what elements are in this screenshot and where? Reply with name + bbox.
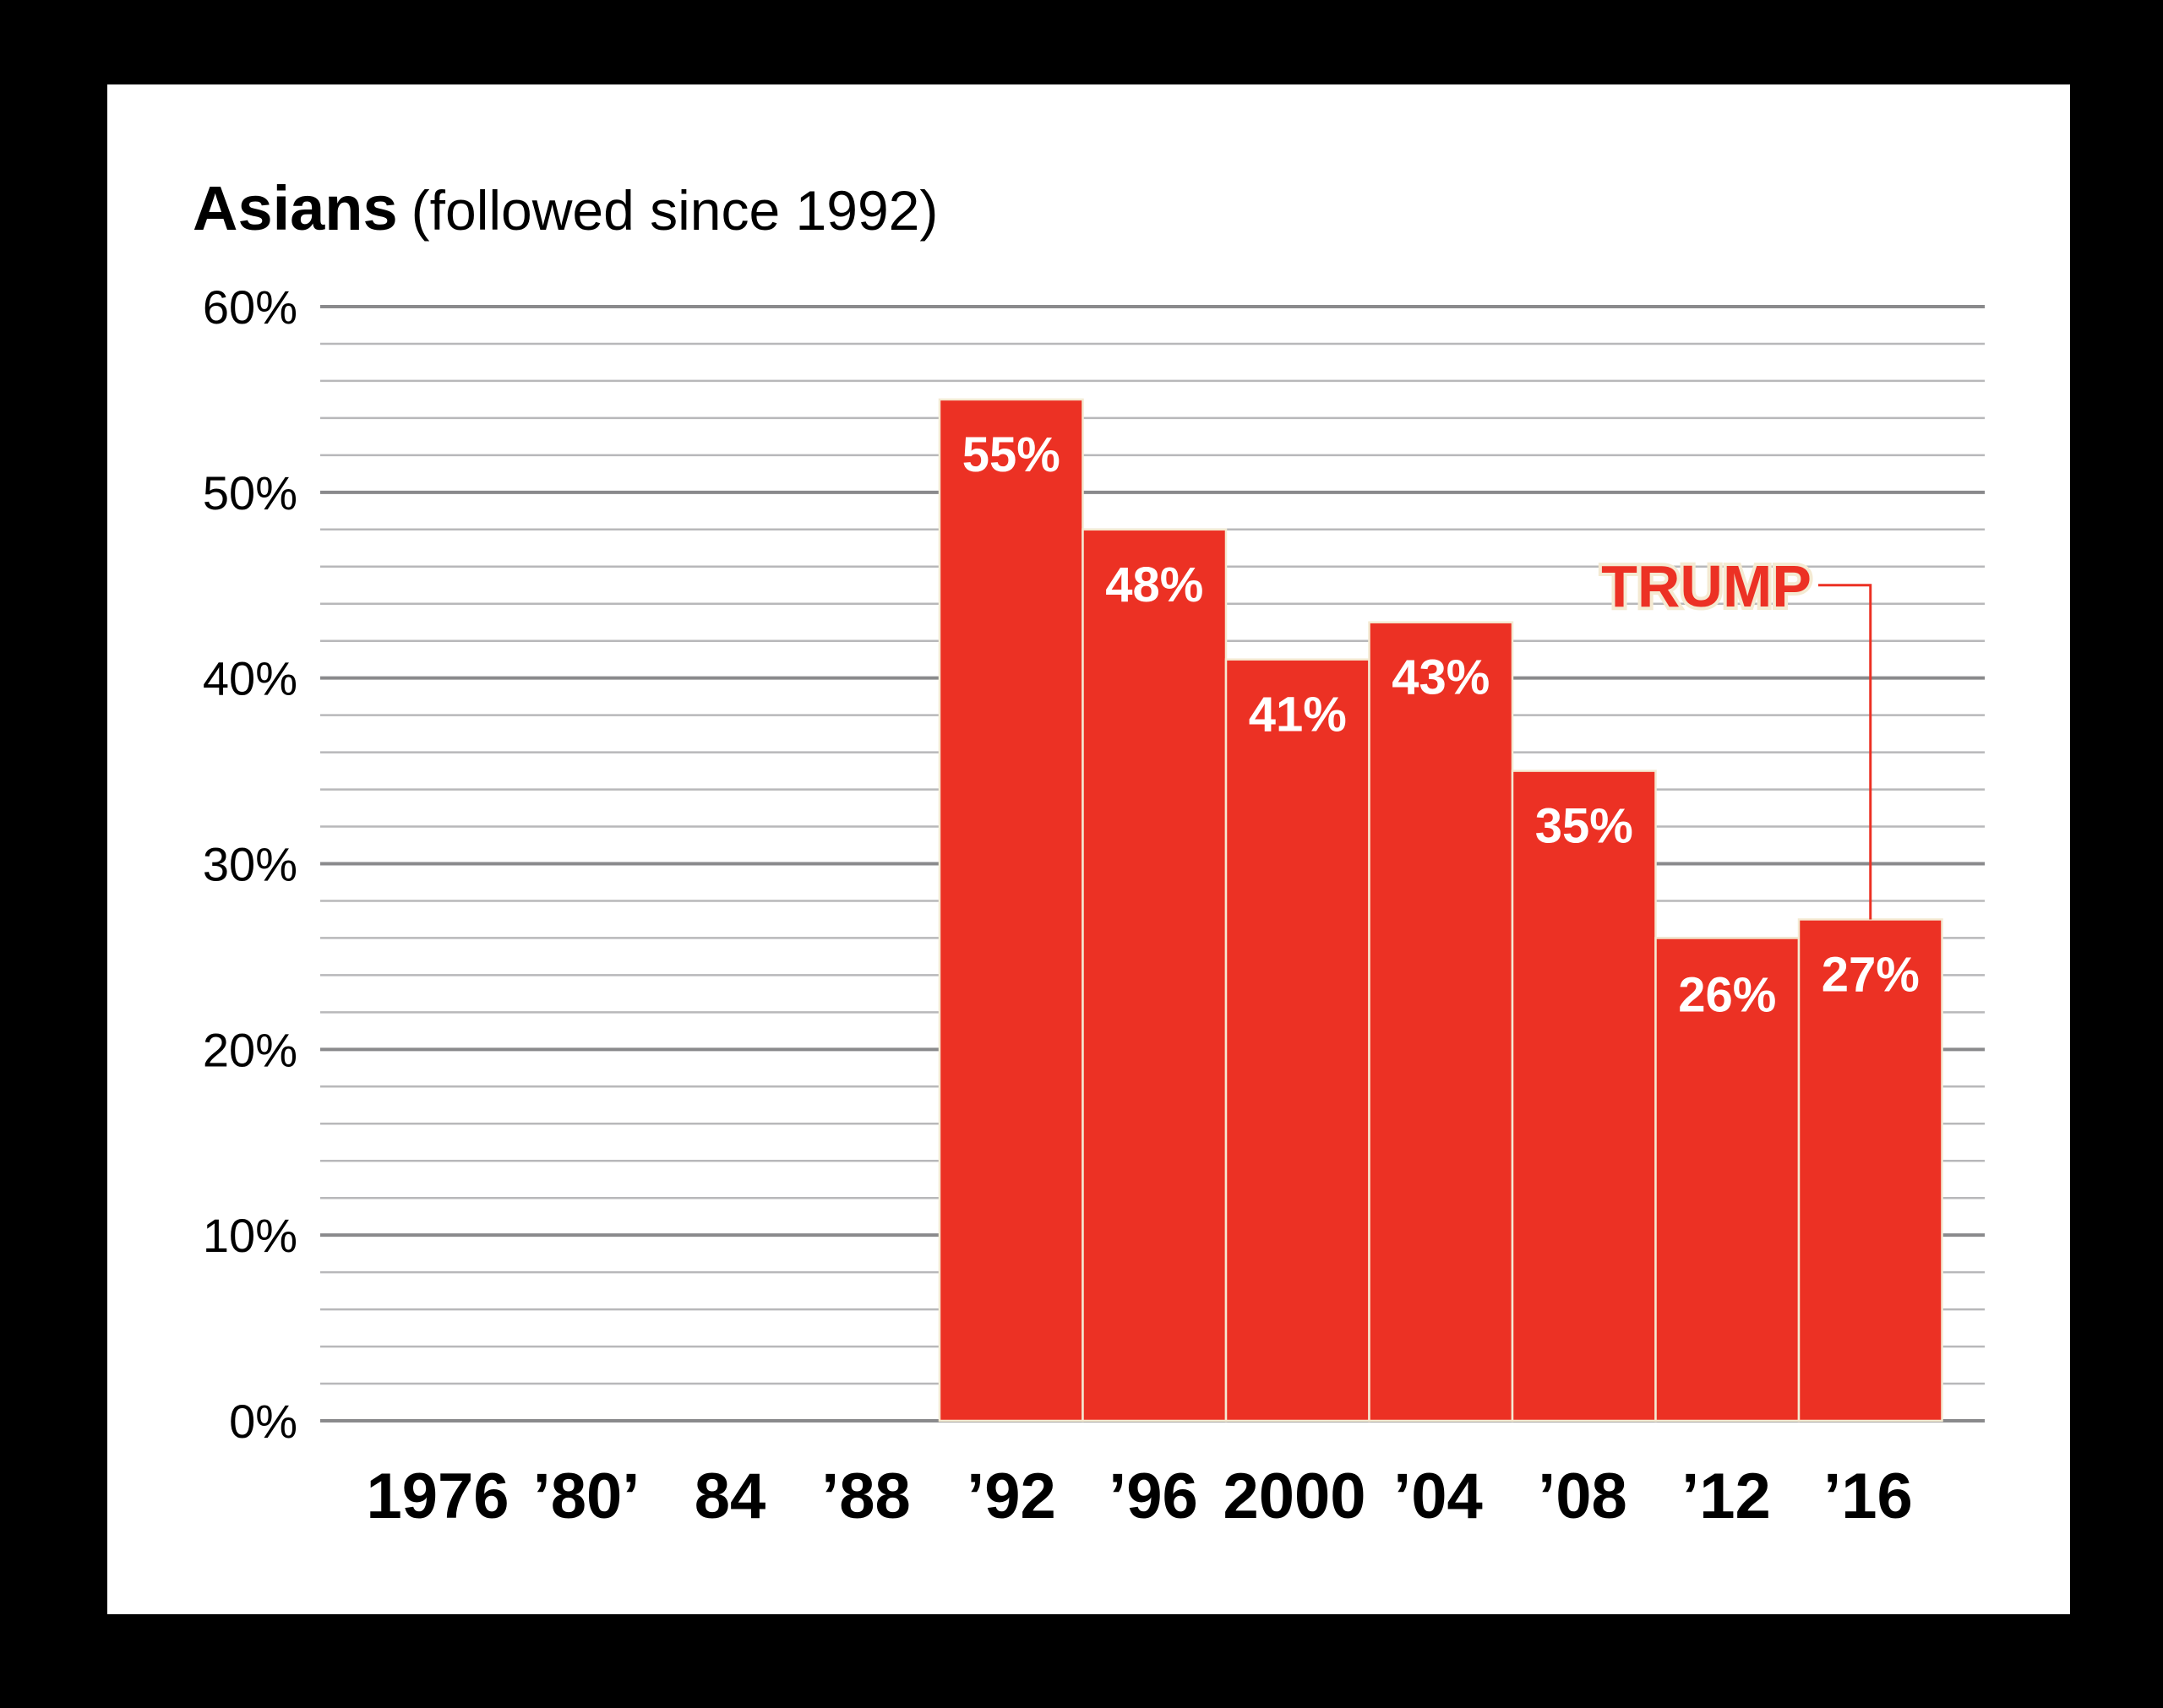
y-tick-label: 50% [203,466,297,519]
data-label: 43% [1392,650,1490,705]
x-tick-label: ’16 [1823,1461,1913,1532]
annotations: TRUMP [1598,550,1872,920]
chart-title-main: Asians [193,173,398,243]
x-tick-label: ’08 [1538,1461,1627,1532]
x-tick-label: 2000 [1223,1461,1365,1532]
x-tick-label: ’12 [1681,1461,1771,1532]
y-tick-label: 40% [203,652,297,705]
y-tick-label: 20% [203,1023,297,1076]
bar [938,398,1084,1422]
y-tick-label: 30% [203,838,297,891]
bar [1224,658,1370,1422]
x-tick-label: ’80’ [533,1461,640,1532]
chart-subtitle: (followed since 1992) [411,179,939,242]
y-tick-label: 10% [203,1209,297,1262]
y-axis-ticks: 0% 10% 20% 30% 40% 50% 60% [203,280,297,1448]
bar [1797,918,1943,1422]
data-label: 55% [962,427,1060,482]
bar [1082,528,1228,1422]
data-label: 35% [1535,799,1633,854]
bar [1368,621,1514,1422]
data-label: 48% [1105,558,1203,612]
y-tick-label: 0% [229,1395,297,1448]
data-label: 27% [1822,947,1920,1002]
x-tick-label: ’04 [1393,1461,1483,1532]
annotation-leader-line [1818,584,1872,920]
annotation-label-trump: TRUMP [1601,553,1812,619]
x-tick-label: 84 [695,1461,766,1532]
data-label: 41% [1249,688,1347,742]
y-tick-label: 60% [203,280,297,334]
bars [938,398,1943,1422]
x-tick-label: ’92 [967,1461,1056,1532]
x-axis-ticks: 1976 ’80’ 84 ’88 ’92 ’96 2000 ’04 ’08 ’12 ’16 [366,1461,1912,1532]
chart-title: Asians (followed since 1992) [193,173,938,243]
bar [1511,770,1657,1422]
bar [1654,937,1801,1422]
x-tick-label: ’88 [821,1461,911,1532]
x-tick-label: ’96 [1109,1461,1198,1532]
data-label: 26% [1678,967,1776,1022]
data-labels: 55% 48% 41% 43% 35% 26% 27% [962,427,1920,1023]
x-tick-label: 1976 [366,1461,509,1532]
